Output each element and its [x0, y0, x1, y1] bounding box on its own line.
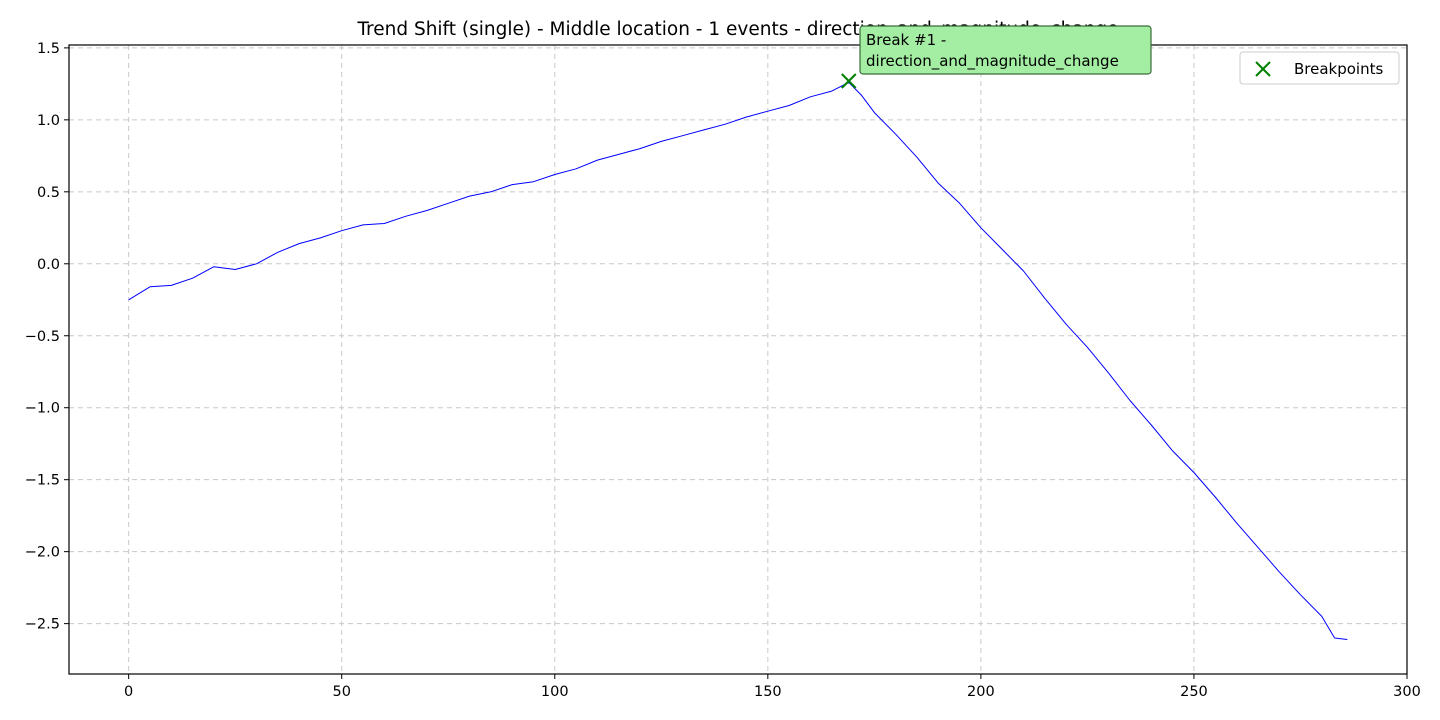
y-tick-label: −2.0 [25, 545, 60, 561]
legend-marker-x [1255, 61, 1271, 77]
y-tick-label: −1.5 [25, 473, 60, 489]
y-tick-label: 1.5 [37, 41, 60, 57]
x-tick-label: 200 [967, 684, 995, 700]
x-tick-label: 150 [754, 684, 782, 700]
x-tick-label: 100 [541, 684, 569, 700]
annotation-layer: Break #1 - direction_and_magnitude_chang… [859, 25, 1152, 75]
y-tick-label: −1.0 [25, 401, 60, 417]
y-tick-label: −0.5 [25, 329, 60, 345]
plot-frame [68, 44, 1408, 675]
annotation-line-1: Break #1 - [866, 31, 946, 49]
series-layer [128, 81, 1348, 640]
legend: Breakpoints [1239, 51, 1400, 85]
x-tick-label: 0 [124, 684, 133, 700]
y-tick-label: 1.0 [37, 113, 60, 129]
marker-layer [841, 73, 857, 89]
y-tick-label: 0.5 [37, 185, 60, 201]
x-tick-label: 50 [332, 684, 350, 700]
annotation-box [859, 25, 1152, 75]
annotation-line-2: direction_and_magnitude_change [866, 52, 1119, 71]
ticks-layer: 0 50 100 150 200 250 300 1.5 1.0 0.5 0.0 −0.5 −1.0 −1… [25, 41, 1421, 700]
breakpoint-marker [841, 73, 857, 89]
legend-label-breakpoints: Breakpoints [1294, 60, 1383, 78]
y-tick-label: 0.0 [37, 257, 60, 273]
x-tick-label: 250 [1180, 684, 1208, 700]
x-tick-label: 300 [1393, 684, 1421, 700]
series-line [128, 81, 1348, 640]
y-tick-label: −2.5 [25, 617, 60, 633]
grid-layer [69, 45, 1408, 674]
legend-box [1239, 51, 1400, 85]
